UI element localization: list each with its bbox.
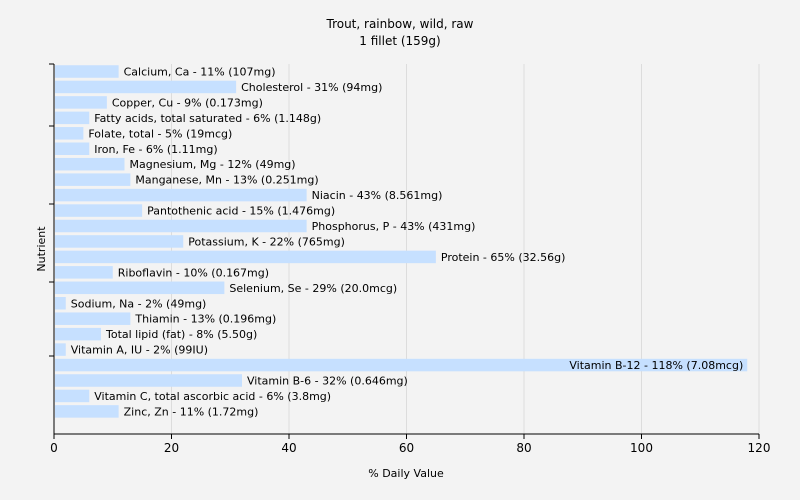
chart-title: Trout, rainbow, wild, raw: [326, 17, 474, 31]
bar-0: [55, 65, 119, 78]
bar-12: [55, 250, 436, 264]
y-ticks: [49, 63, 54, 357]
y-axis-title: Nutrient: [35, 226, 48, 272]
bar-label-20: Vitamin B-6 - 32% (0.646mg): [247, 375, 408, 388]
x-ticks: 0 20 40 60 80 100 120: [50, 434, 770, 455]
bar-label-1: Cholesterol - 31% (94mg): [241, 81, 382, 94]
bar-9: [55, 204, 143, 217]
bar-label-12: Protein - 65% (32.56g): [441, 251, 566, 264]
bar-label-0: Calcium, Ca - 11% (107mg): [124, 66, 276, 79]
bar-22: [55, 405, 119, 418]
bar-label-22: Zinc, Zn - 11% (1.72mg): [124, 405, 259, 418]
bar-11: [55, 235, 184, 248]
bar-17: [55, 327, 101, 341]
bar-label-2: Copper, Cu - 9% (0.173mg): [112, 96, 263, 109]
x-tick-label-5: 100: [630, 441, 653, 455]
bar-label-14: Selenium, Se - 29% (20.0mcg): [229, 282, 397, 295]
bar-7: [55, 173, 131, 186]
bar-label-16: Thiamin - 13% (0.196mg): [134, 313, 276, 326]
x-tick-label-6: 120: [748, 441, 771, 455]
bar-label-4: Folate, total - 5% (19mcg): [88, 127, 232, 140]
bar-1: [55, 80, 237, 94]
bar-3: [55, 111, 90, 125]
bar-label-17: Total lipid (fat) - 8% (5.50g): [105, 328, 257, 341]
bars: Calcium, Ca - 11% (107mg) Cholesterol - 3…: [55, 65, 748, 418]
bar-label-13: Riboflavin - 10% (0.167mg): [118, 266, 269, 279]
bar-label-3: Fatty acids, total saturated - 6% (1.148…: [94, 112, 321, 125]
bar-label-8: Niacin - 43% (8.561mg): [312, 189, 443, 202]
bar-20: [55, 374, 242, 387]
bar-15: [55, 297, 66, 310]
bar-10: [55, 219, 307, 233]
bar-13: [55, 266, 113, 279]
gridlines: [171, 64, 760, 434]
bar-label-11: Potassium, K - 22% (765mg): [188, 235, 345, 248]
bar-21: [55, 389, 90, 403]
x-tick-label-3: 60: [399, 441, 414, 455]
x-axis-title: % Daily Value: [368, 467, 444, 480]
bar-14: [55, 281, 225, 295]
bar-2: [55, 96, 107, 109]
bar-label-15: Sodium, Na - 2% (49mg): [71, 297, 207, 310]
bar-label-5: Iron, Fe - 6% (1.11mg): [94, 143, 217, 156]
bar-label-10: Phosphorus, P - 43% (431mg): [312, 220, 476, 233]
bar-label-19: Vitamin B-12 - 118% (7.08mcg): [569, 359, 743, 372]
bar-5: [55, 142, 90, 155]
bar-label-7: Manganese, Mn - 13% (0.251mg): [135, 174, 318, 187]
bar-label-21: Vitamin C, total ascorbic acid - 6% (3.8…: [94, 390, 331, 403]
x-tick-label-1: 20: [164, 441, 179, 455]
bar-4: [55, 127, 84, 140]
x-tick-label-2: 40: [281, 441, 296, 455]
bar-6: [55, 157, 125, 171]
bar-19: [55, 358, 748, 372]
bar-label-6: Magnesium, Mg - 12% (49mg): [130, 158, 296, 171]
bar-label-18: Vitamin A, IU - 2% (99IU): [71, 344, 208, 357]
x-tick-label-4: 80: [516, 441, 531, 455]
bar-18: [55, 343, 66, 356]
bar-8: [55, 188, 307, 202]
x-tick-label-0: 0: [50, 441, 58, 455]
chart-subtitle: 1 fillet (159g): [359, 34, 440, 48]
bar-16: [55, 312, 131, 325]
bar-label-9: Pantothenic acid - 15% (1.476mg): [147, 205, 335, 218]
